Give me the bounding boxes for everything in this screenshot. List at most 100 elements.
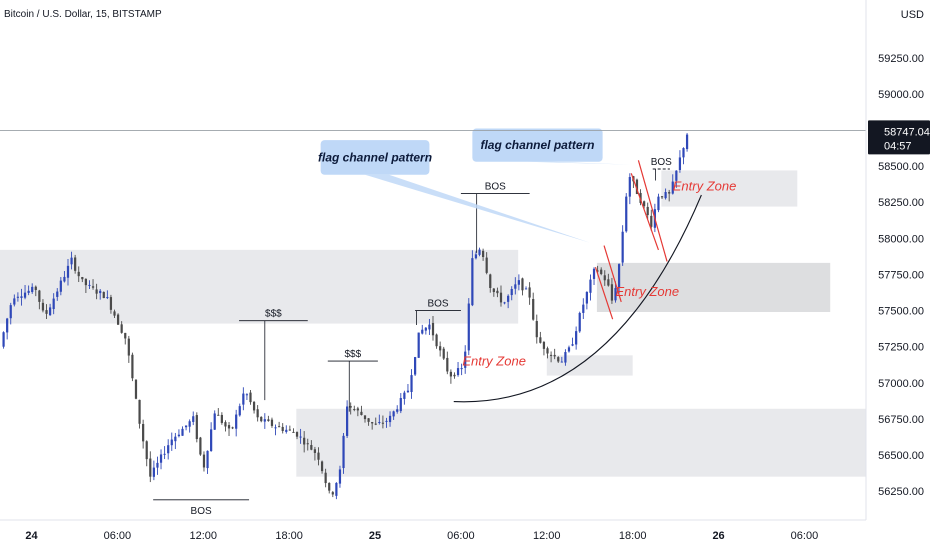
- candle-body: [27, 290, 30, 293]
- candle-body: [396, 409, 399, 412]
- candle-body: [510, 288, 513, 296]
- candle: [227, 422, 231, 436]
- candle: [549, 351, 553, 363]
- candle-body: [650, 215, 653, 227]
- candle-body: [542, 341, 546, 349]
- candle-body: [20, 296, 23, 298]
- level-label: BOS: [191, 506, 212, 517]
- candle: [675, 170, 678, 188]
- candle-body: [388, 415, 392, 423]
- candle-body: [682, 148, 685, 158]
- candle-body: [295, 432, 299, 437]
- candle-body: [91, 286, 95, 288]
- candle: [138, 399, 141, 429]
- candle: [560, 356, 563, 363]
- candle: [413, 356, 417, 377]
- candle: [120, 321, 123, 334]
- candle-body: [381, 422, 385, 424]
- candle-body: [399, 398, 402, 412]
- candle: [320, 460, 324, 474]
- time-tick-label: 18:00: [275, 530, 303, 542]
- candle: [231, 426, 234, 430]
- candle: [575, 326, 578, 350]
- candle-body: [38, 290, 41, 302]
- candle: [417, 332, 420, 359]
- candle-body: [446, 357, 449, 372]
- candle: [589, 274, 592, 301]
- candle-body: [546, 348, 549, 354]
- candle-body: [217, 414, 220, 416]
- candle-body: [77, 271, 80, 277]
- time-tick-label: 06:00: [104, 530, 132, 542]
- time-tick-label: 12:00: [533, 530, 561, 542]
- candle-body: [600, 269, 603, 274]
- candle-body: [668, 192, 671, 194]
- candle: [102, 291, 105, 299]
- candle-body: [678, 157, 682, 171]
- candle-body: [617, 264, 621, 288]
- entry-zone-label: Entry Zone: [673, 179, 737, 194]
- price-tick-label: 56750.00: [878, 414, 924, 426]
- candle: [342, 432, 345, 474]
- currency-label[interactable]: USD: [901, 9, 924, 21]
- candle-body: [59, 280, 62, 292]
- candle-body: [116, 314, 120, 325]
- candle-body: [671, 181, 674, 194]
- price-tick-label: 56250.00: [878, 486, 924, 498]
- candle-body: [635, 179, 639, 194]
- candle: [617, 263, 621, 294]
- liquidity-1: $$$: [239, 309, 308, 322]
- candle-body: [675, 170, 678, 181]
- candle: [106, 290, 109, 300]
- candle-body: [492, 288, 495, 293]
- currency-label-bg: [868, 1, 930, 27]
- time-tick-label: 18:00: [619, 530, 647, 542]
- candle-body: [410, 375, 413, 392]
- candle-body: [260, 416, 263, 422]
- candle-body: [242, 393, 245, 405]
- zone-entry-3: [661, 170, 798, 207]
- candle: [446, 351, 449, 375]
- candle: [392, 410, 395, 420]
- candle-body: [159, 454, 163, 463]
- candle-body: [578, 312, 581, 332]
- candle: [424, 327, 427, 335]
- candle: [503, 301, 506, 305]
- candle: [603, 270, 606, 286]
- candle: [582, 298, 585, 320]
- candle: [274, 424, 277, 436]
- candle: [371, 421, 374, 430]
- candle: [288, 425, 291, 431]
- price-tick-label: 58000.00: [878, 233, 924, 245]
- candle: [292, 428, 295, 433]
- candle: [285, 425, 288, 434]
- candle: [564, 349, 567, 366]
- candle: [124, 332, 127, 345]
- candle-body: [371, 422, 374, 424]
- candle: [388, 411, 392, 427]
- candle: [660, 196, 664, 200]
- candle-body: [610, 284, 614, 301]
- candle: [270, 417, 274, 428]
- price-axis[interactable]: [866, 0, 932, 520]
- time-axis[interactable]: [0, 520, 932, 550]
- candle-body: [417, 332, 420, 358]
- candle: [349, 402, 352, 415]
- candle: [378, 414, 381, 425]
- candle: [328, 482, 331, 494]
- candle: [74, 254, 77, 274]
- candle-body: [521, 278, 524, 291]
- candle-body: [310, 444, 313, 450]
- candle: [363, 415, 367, 423]
- candle-body: [220, 414, 223, 423]
- candle-body: [303, 437, 306, 445]
- candle-body: [317, 452, 320, 460]
- candle: [353, 405, 356, 412]
- candle-body: [281, 426, 284, 431]
- candle-body: [367, 418, 370, 422]
- price-tag-countdown: 04:57: [884, 140, 912, 152]
- candle-body: [16, 296, 20, 298]
- candle-body: [52, 298, 55, 310]
- candle-body: [514, 284, 517, 289]
